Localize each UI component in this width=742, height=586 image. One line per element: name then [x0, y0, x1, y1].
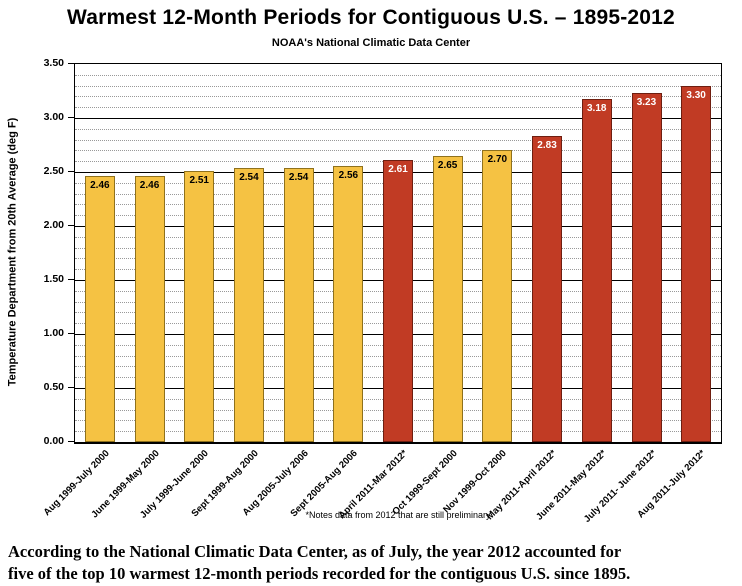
bar [432, 155, 463, 442]
bar-chart: Temperature Department from 20th Average… [0, 57, 742, 535]
y-tick-label: 2.50 [43, 165, 64, 177]
y-tick-mark [68, 441, 74, 442]
bar [681, 85, 712, 442]
y-axis-title: Temperature Department from 20th Average… [0, 63, 24, 441]
y-tick-label: 3.00 [43, 111, 64, 123]
bar-value-label: 2.46 [139, 180, 160, 192]
bar [184, 170, 215, 442]
bar [383, 160, 413, 442]
y-tick-mark [68, 63, 74, 64]
bar-value-label: 2.65 [437, 159, 458, 171]
plot-area: 2.46 2.46 2.51 2.54 2.54 2.56 2.61 2.65 2.70 2.83… [74, 63, 722, 444]
caption: According to the National Climatic Data … [8, 541, 734, 586]
y-tick-label: 3.50 [43, 57, 64, 69]
y-tick-mark [68, 387, 74, 388]
bar [532, 136, 563, 442]
bar [134, 176, 165, 442]
x-axis: Aug 1999-July 2000 June 1999-May 2000 July… [41, 444, 721, 525]
bar-value-label: 2.51 [189, 174, 209, 186]
bar [631, 93, 662, 442]
bar-value-label: 2.56 [338, 169, 359, 181]
chart-subtitle: NOAA's National Climatic Data Center [271, 37, 471, 49]
y-tick-label: 1.50 [43, 273, 64, 285]
y-tick-label: 2.00 [43, 219, 64, 231]
caption-line-2: five of the top 10 warmest 12-month peri… [8, 564, 631, 584]
minor-gridline [75, 74, 721, 76]
y-axis: 0.00 0.50 1.00 1.50 2.00 2.50 3.00 3.50 [24, 57, 74, 447]
bar-value-label: 2.61 [388, 164, 408, 176]
bar-value-label: 3.30 [686, 89, 706, 101]
y-tick-label: 1.00 [43, 327, 64, 339]
y-tick-mark [68, 117, 74, 118]
caption-line-1: According to the National Climatic Data … [8, 542, 622, 561]
bar [283, 167, 314, 442]
y-tick-mark [68, 171, 74, 172]
minor-gridline [75, 107, 721, 109]
bar [233, 167, 264, 442]
minor-gridline [75, 128, 721, 130]
minor-gridline [75, 150, 721, 152]
y-tick-mark [68, 333, 74, 334]
chart-title: Warmest 12-Month Periods for Contiguous … [67, 6, 675, 29]
y-axis-title-text: Temperature Department from 20th Average… [6, 117, 19, 387]
bar-value-label: 2.54 [239, 171, 259, 183]
y-tick-mark [68, 279, 74, 280]
bar [84, 176, 115, 442]
bar-value-label: 2.46 [90, 180, 110, 192]
footnote: *Notes data from 2012 that are still pre… [305, 510, 491, 520]
y-tick-label: 0.50 [43, 381, 64, 393]
y-tick-label: 0.00 [43, 435, 64, 447]
minor-gridline [75, 139, 721, 141]
bar [482, 150, 513, 442]
bar-value-label: 3.23 [636, 97, 657, 109]
minor-gridline [75, 85, 721, 87]
bar [333, 165, 364, 442]
bar-value-label: 2.70 [487, 154, 508, 166]
bar-value-label: 2.83 [537, 140, 557, 152]
bar-value-label: 2.54 [288, 171, 309, 183]
bar [581, 98, 612, 442]
major-gridline [75, 118, 721, 119]
y-tick-mark [68, 225, 74, 226]
minor-gridline [75, 96, 721, 98]
bar-value-label: 3.18 [587, 102, 607, 114]
